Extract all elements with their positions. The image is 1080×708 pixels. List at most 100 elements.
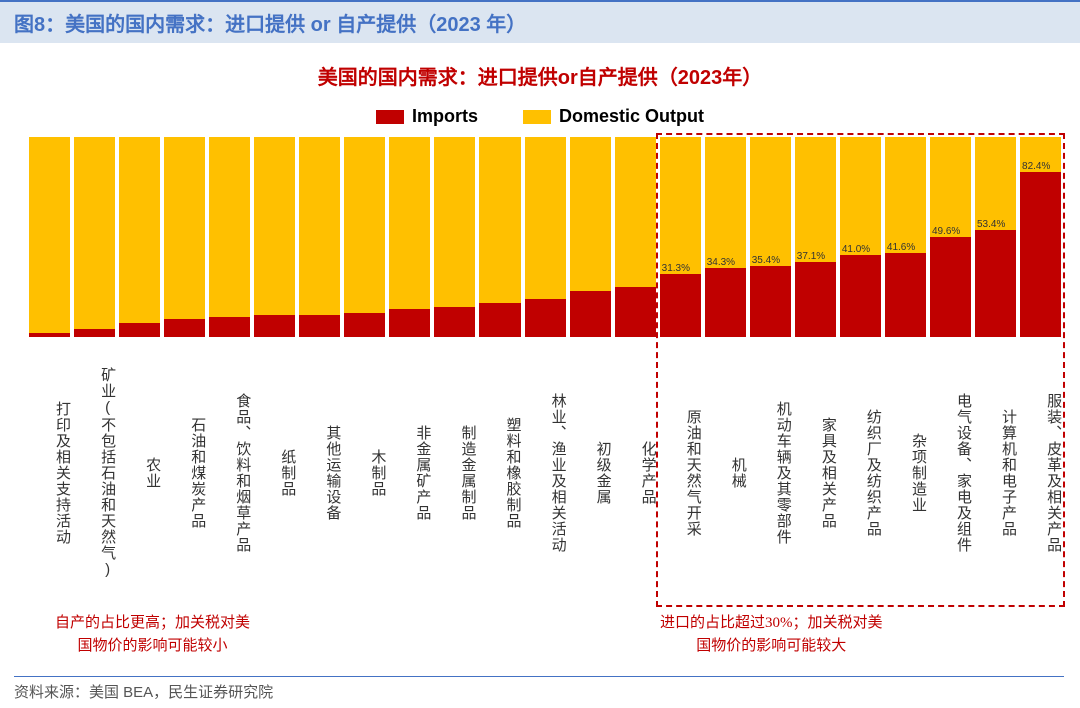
x-axis-label: 塑料和橡胶制品 (479, 343, 520, 603)
annotation-left-line2: 国物价的影响可能较小 (55, 635, 250, 658)
bar-segment-domestic (660, 137, 701, 274)
bar-segment-imports (660, 274, 701, 337)
bar-segment-domestic (389, 137, 430, 309)
figure-header-title: 图8：美国的国内需求：进口提供 or 自产提供（2023 年） (14, 8, 1066, 37)
bar-value-label: 35.4% (752, 255, 780, 266)
figure-header: 图8：美国的国内需求：进口提供 or 自产提供（2023 年） (0, 0, 1080, 43)
x-axis-label: 化学产品 (615, 343, 656, 603)
bar-segment-domestic (164, 137, 205, 319)
legend-label-domestic: Domestic Output (559, 106, 704, 127)
bar-segment-imports (930, 237, 971, 336)
bar-column (164, 137, 205, 337)
bar-value-label: 37.1% (797, 251, 825, 262)
bar-column: 49.6% (930, 137, 971, 337)
bar-segment-imports (344, 313, 385, 337)
bar-segment-imports (705, 268, 746, 337)
bar-segment-domestic (885, 137, 926, 254)
bar-segment-imports (750, 266, 791, 337)
bar-segment-domestic (570, 137, 611, 291)
bar-column (570, 137, 611, 337)
x-axis-label: 矿业(不包括石油和天然气) (74, 343, 115, 603)
x-axis-label: 非金属矿产品 (389, 343, 430, 603)
bar-segment-domestic (119, 137, 160, 323)
legend-label-imports: Imports (412, 106, 478, 127)
bar-column (254, 137, 295, 337)
legend-item-domestic: Domestic Output (523, 106, 704, 127)
bar-value-label: 41.6% (887, 242, 915, 253)
bar-value-label: 34.3% (707, 257, 735, 268)
bar-value-label: 41.0% (842, 244, 870, 255)
bar-column (389, 137, 430, 337)
bar-segment-imports (254, 315, 295, 337)
x-axis-label: 其他运输设备 (299, 343, 340, 603)
x-axis-label: 林业、渔业及相关活动 (525, 343, 566, 603)
bar-segment-imports (1020, 172, 1061, 337)
bar-column (525, 137, 566, 337)
x-axis-label: 原油和天然气开采 (660, 343, 701, 603)
bar-value-label: 53.4% (977, 219, 1005, 230)
bar-segment-imports (975, 230, 1016, 337)
x-axis-label: 电气设备、家电及组件 (930, 343, 971, 603)
x-axis-label: 初级金属 (570, 343, 611, 603)
chart-title: 美国的国内需求：进口提供or自产提供（2023年） (0, 61, 1080, 90)
annotation-right-line2: 国物价的影响可能较大 (660, 635, 883, 658)
bar-column (299, 137, 340, 337)
x-axis-label: 打印及相关支持活动 (29, 343, 70, 603)
bar-column (29, 137, 70, 337)
source-footer: 资料来源：美国 BEA，民生证券研究院 (14, 676, 1064, 702)
bar-segment-imports (434, 307, 475, 337)
bar-segment-imports (209, 317, 250, 337)
bar-column (209, 137, 250, 337)
chart-plot: 31.3% 34.3% 35.4% 37.1% 41.0% 41.6% 49.6% 53.4%… (25, 137, 1065, 617)
bar-column (119, 137, 160, 337)
x-axis-label: 农业 (119, 343, 160, 603)
bar-segment-domestic (434, 137, 475, 307)
bar-column: 41.0% (840, 137, 881, 337)
x-axis-label: 木制品 (344, 343, 385, 603)
annotation-left-line1: 自产的占比更高；加关税对美 (55, 612, 250, 635)
annotation-right-line1: 进口的占比超过30%；加关税对美 (660, 612, 883, 635)
bar-segment-domestic (525, 137, 566, 299)
bar-segment-imports (840, 255, 881, 337)
chart-bars: 31.3% 34.3% 35.4% 37.1% 41.0% 41.6% 49.6% 53.4%… (25, 137, 1065, 337)
x-axis-label: 纸制品 (254, 343, 295, 603)
bar-segment-imports (119, 323, 160, 337)
x-axis-label: 家具及相关产品 (795, 343, 836, 603)
bar-segment-domestic (254, 137, 295, 315)
x-axis-label: 杂项制造业 (885, 343, 926, 603)
chart-legend: Imports Domestic Output (0, 106, 1080, 129)
bar-segment-domestic (975, 137, 1016, 230)
bar-segment-imports (479, 303, 520, 337)
bar-segment-imports (74, 329, 115, 337)
bar-segment-domestic (209, 137, 250, 317)
bar-segment-imports (29, 333, 70, 337)
annotation-right: 进口的占比超过30%；加关税对美 国物价的影响可能较大 (660, 612, 883, 657)
bar-segment-domestic (479, 137, 520, 303)
bar-segment-domestic (74, 137, 115, 329)
annotation-left: 自产的占比更高；加关税对美 国物价的影响可能较小 (55, 612, 250, 657)
x-axis-label: 机械 (705, 343, 746, 603)
bar-column: 34.3% (705, 137, 746, 337)
bar-value-label: 49.6% (932, 226, 960, 237)
legend-swatch-domestic (523, 110, 551, 124)
bar-segment-imports (885, 253, 926, 336)
bar-column: 41.6% (885, 137, 926, 337)
bar-column: 53.4% (975, 137, 1016, 337)
legend-item-imports: Imports (376, 106, 478, 127)
x-axis-label: 石油和煤炭产品 (164, 343, 205, 603)
bar-value-label: 82.4% (1022, 161, 1050, 172)
bar-segment-domestic (299, 137, 340, 315)
bar-segment-domestic (930, 137, 971, 238)
bar-segment-imports (299, 315, 340, 337)
bar-segment-domestic (750, 137, 791, 266)
bar-value-label: 31.3% (662, 263, 690, 274)
bar-segment-domestic (29, 137, 70, 333)
x-axis-label: 机动车辆及其零部件 (750, 343, 791, 603)
chart-x-labels: 打印及相关支持活动矿业(不包括石油和天然气)农业石油和煤炭产品食品、饮料和烟草产… (25, 343, 1065, 603)
bar-column (344, 137, 385, 337)
bar-segment-imports (615, 287, 656, 337)
x-axis-label: 纺织厂及纺织产品 (840, 343, 881, 603)
bar-segment-domestic (615, 137, 656, 287)
bar-column (74, 137, 115, 337)
bar-column: 37.1% (795, 137, 836, 337)
